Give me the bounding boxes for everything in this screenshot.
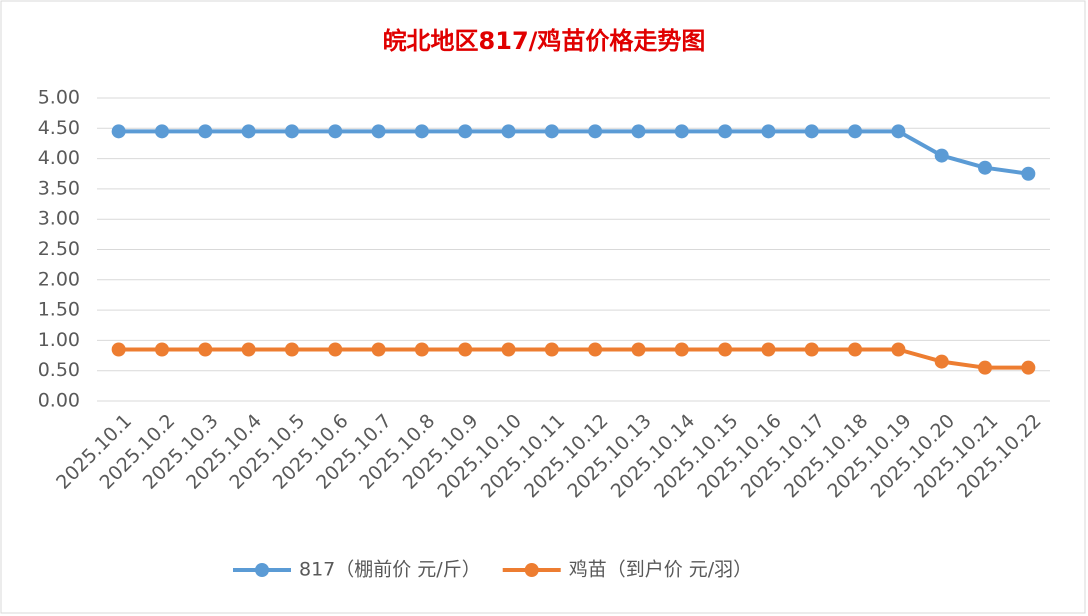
- point: [154, 124, 169, 139]
- point: [544, 124, 559, 139]
- point: [1021, 166, 1036, 181]
- y-tick-label: 4.00: [38, 147, 80, 169]
- point: [458, 342, 473, 357]
- point: [761, 342, 776, 357]
- legend-marker: [524, 563, 539, 577]
- point: [284, 342, 299, 357]
- point: [241, 124, 256, 139]
- point: [718, 124, 733, 139]
- y-tick-label: 0.50: [38, 359, 80, 381]
- y-tick-label: 2.50: [38, 238, 80, 260]
- point: [804, 342, 819, 357]
- point: [414, 124, 429, 139]
- point: [198, 342, 213, 357]
- y-tick-label: 3.50: [38, 177, 80, 199]
- point: [718, 342, 733, 357]
- point: [198, 124, 213, 139]
- series-line: [118, 347, 1029, 370]
- legend-label: 817（棚前价 元/斤）: [299, 559, 481, 581]
- point: [328, 124, 343, 139]
- chart-title: 皖北地区817/鸡苗价格走势图: [383, 27, 706, 55]
- point: [761, 124, 776, 139]
- y-tick-label: 4.50: [38, 117, 80, 139]
- point: [1021, 360, 1036, 375]
- point: [631, 124, 646, 139]
- point: [848, 342, 863, 357]
- point: [588, 342, 603, 357]
- point: [371, 124, 386, 139]
- point: [978, 160, 993, 175]
- point: [631, 342, 646, 357]
- point: [934, 354, 949, 369]
- y-tick-label: 2.00: [38, 268, 80, 290]
- y-tick-label: 1.50: [38, 299, 80, 321]
- point: [848, 124, 863, 139]
- point: [458, 124, 473, 139]
- point: [154, 342, 169, 357]
- point: [284, 124, 299, 139]
- point: [241, 342, 256, 357]
- point: [111, 342, 126, 357]
- point: [674, 342, 689, 357]
- point: [328, 342, 343, 357]
- point: [804, 124, 819, 139]
- series-line: [118, 129, 1029, 176]
- point: [978, 360, 993, 375]
- point: [934, 148, 949, 163]
- y-tick-label: 5.00: [38, 87, 80, 109]
- legend-marker: [255, 563, 269, 577]
- y-tick-label: 0.00: [38, 390, 80, 412]
- y-tick-label: 1.00: [38, 329, 80, 351]
- point: [588, 124, 603, 139]
- point: [501, 124, 516, 139]
- point: [891, 124, 906, 139]
- y-tick-label: 3.00: [38, 208, 80, 230]
- point: [501, 342, 516, 357]
- point: [414, 342, 429, 357]
- point: [371, 342, 386, 357]
- point: [111, 124, 126, 139]
- point: [674, 124, 689, 139]
- point: [544, 342, 559, 357]
- point: [891, 342, 906, 357]
- legend-label: 鸡苗（到户价 元/羽）: [569, 559, 752, 581]
